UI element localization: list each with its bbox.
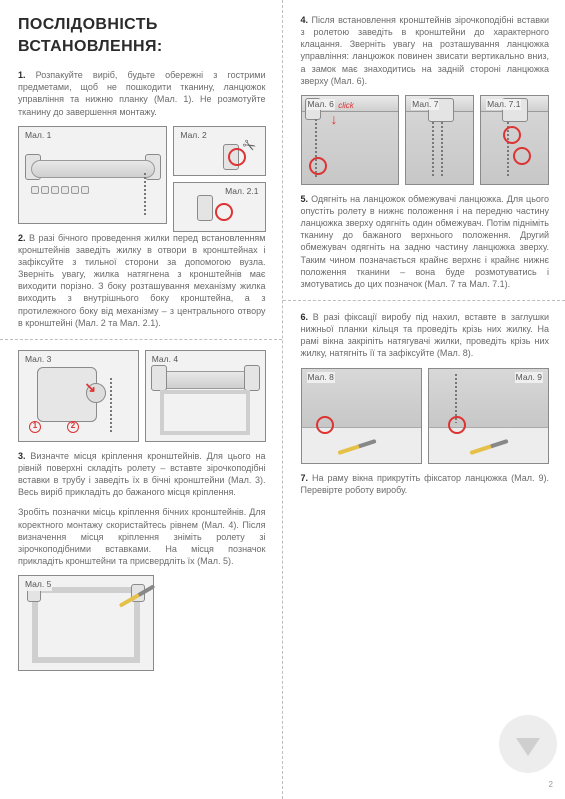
fig-row-2: Мал. 3 1 2 ↘ Мал. 4 [18, 350, 266, 442]
callout-2-icon: 2 [67, 421, 79, 433]
figure-4: Мал. 4 [145, 350, 266, 442]
window-frame-icon [32, 587, 139, 662]
highlight-circle-icon [228, 148, 246, 166]
step-2-text: В разі бічного проведення жилки перед вс… [18, 233, 266, 328]
step-3b: Зробіть позначки місць кріплення бічних … [18, 506, 266, 567]
highlight-circle-icon [448, 416, 466, 434]
figure-7: Мал. 7 [405, 95, 474, 185]
bracket-icon [197, 195, 213, 221]
chain-icon [441, 122, 443, 177]
fig6-label: Мал. 6 [307, 99, 335, 110]
step-2-num: 2. [18, 233, 26, 243]
chain-icon [144, 173, 146, 215]
arrow-icon: ↓ [330, 110, 337, 129]
divider [0, 339, 282, 340]
chain-icon [432, 122, 434, 177]
step-4-num: 4. [301, 15, 309, 25]
step-4: 4. Після встановлення кронштейнів зірочк… [301, 14, 550, 87]
step-1: 1. Розпакуйте виріб, будьте обережні з г… [18, 69, 266, 118]
parts-icon [31, 186, 90, 215]
page: ПОСЛІДОВНІСТЬ ВСТАНОВЛЕННЯ: 1. Розпакуйт… [0, 0, 565, 799]
step-6: 6. В разі фіксації виробу під нахил, вст… [301, 311, 550, 360]
step-7-text: На раму вікна прикрутіть фіксатор ланцюж… [301, 473, 550, 495]
fig5-label: Мал. 5 [24, 579, 52, 590]
fig3-label: Мал. 3 [24, 354, 52, 365]
step-5-num: 5. [301, 194, 309, 204]
figure-2-1: Мал. 2.1 [173, 182, 265, 232]
bracket-icon [151, 365, 167, 391]
step-3a-text: Визначте місця кріплення кронштейнів. Дл… [18, 451, 266, 497]
figure-8: Мал. 8 [301, 368, 422, 464]
figure-9: Мал. 9 [428, 368, 549, 464]
bracket-icon [244, 365, 260, 391]
figure-7-1: Мал. 7.1 [480, 95, 549, 185]
fig7-label: Мал. 7 [411, 99, 439, 110]
chain-icon [110, 378, 112, 434]
fig9-label: Мал. 9 [515, 372, 543, 383]
left-column: ПОСЛІДОВНІСТЬ ВСТАНОВЛЕННЯ: 1. Розпакуйт… [0, 0, 283, 799]
step-1-num: 1. [18, 70, 26, 80]
figure-1: Мал. 1 [18, 126, 167, 224]
main-title: ПОСЛІДОВНІСТЬ ВСТАНОВЛЕННЯ: [18, 14, 266, 57]
fig-row-5: Мал. 8 Мал. 9 [301, 368, 550, 464]
step-2: 2. В разі бічного проведення жилки перед… [18, 232, 266, 329]
fig21-label: Мал. 2.1 [224, 186, 259, 197]
fig71-label: Мал. 7.1 [486, 99, 521, 110]
watermark-icon [499, 715, 557, 773]
page-number: 2 [549, 780, 553, 791]
step-7-num: 7. [301, 473, 309, 483]
arrow-icon: ↘ [84, 378, 96, 397]
callout-1-icon: 1 [29, 421, 41, 433]
right-column: 4. Після встановлення кронштейнів зірочк… [283, 0, 565, 799]
step-7: 7. На раму вікна прикрутіть фіксатор лан… [301, 472, 550, 496]
highlight-circle-icon [513, 147, 531, 165]
fig2-label: Мал. 2 [179, 130, 207, 141]
figure-2: Мал. 2 ✂ [173, 126, 265, 176]
fig8-label: Мал. 8 [307, 372, 335, 383]
chain-icon [315, 119, 317, 177]
roller-icon [31, 160, 155, 178]
step-3a: 3. Визначте місця кріплення кронштейнів.… [18, 450, 266, 499]
fig-row-1: Мал. 1 Мал. 2 ✂ Мал. 2.1 [18, 126, 266, 224]
fig1-label: Мал. 1 [24, 130, 52, 141]
figure-3: Мал. 3 1 2 ↘ [18, 350, 139, 442]
click-label: click [338, 101, 354, 112]
figure-6: Мал. 6 click ↓ [301, 95, 400, 185]
highlight-circle-icon [503, 126, 521, 144]
divider [283, 300, 565, 301]
step-6-text: В разі фіксації виробу під нахил, вставт… [301, 312, 550, 358]
roller-icon [155, 371, 255, 389]
step-1-text: Розпакуйте виріб, будьте обережні з гост… [18, 70, 266, 116]
fig-row-3: Мал. 5 [18, 575, 266, 671]
fig-row-4: Мал. 6 click ↓ Мал. 7 Мал. 7.1 [301, 95, 550, 185]
fig4-label: Мал. 4 [151, 354, 179, 365]
window-frame-icon [160, 390, 250, 435]
step-5-text: Одягніть на ланцюжок обмежувачі ланцюжка… [301, 194, 550, 289]
figure-5: Мал. 5 [18, 575, 154, 671]
fig-col-2: Мал. 2 ✂ Мал. 2.1 [173, 126, 265, 224]
step-3-num: 3. [18, 451, 26, 461]
highlight-circle-icon [215, 203, 233, 221]
step-5: 5. Одягніть на ланцюжок обмежувачі ланцю… [301, 193, 550, 290]
step-6-num: 6. [301, 312, 309, 322]
highlight-circle-icon [316, 416, 334, 434]
step-4-text: Після встановлення кронштейнів зірочкопо… [301, 15, 550, 86]
